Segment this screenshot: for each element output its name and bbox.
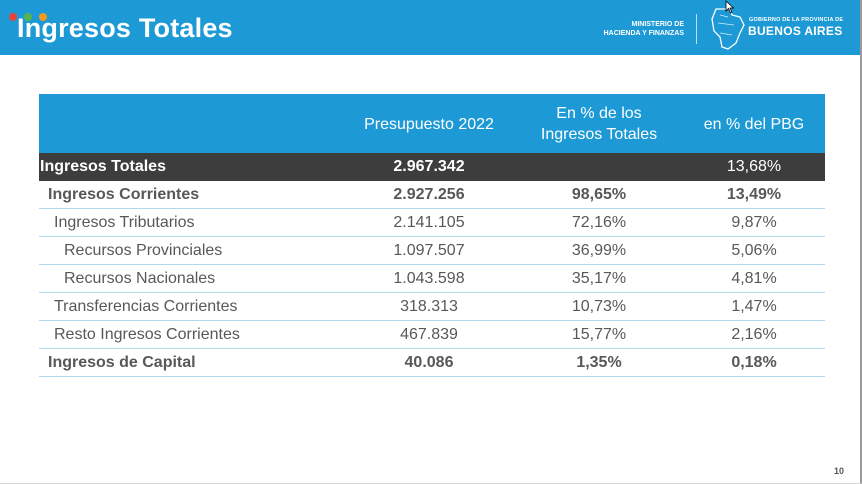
row-pct-pbg: 5,06%: [731, 242, 777, 259]
row-pct-pbg: 0,18%: [731, 354, 777, 371]
row-label: Ingresos Totales: [40, 158, 166, 175]
row-pct-pbg: 1,47%: [731, 298, 777, 315]
table-row: Resto Ingresos Corrientes 467.839 15,77%…: [39, 321, 825, 349]
table-row: Transferencias Corrientes 318.313 10,73%…: [39, 293, 825, 321]
revenue-table: Presupuesto 2022 En % de los Ingresos To…: [39, 94, 825, 377]
table-row: Ingresos Corrientes 2.927.256 98,65% 13,…: [39, 181, 825, 209]
green-dot-icon: [24, 13, 32, 21]
red-dot-icon: [9, 13, 17, 21]
gov-logo-big-text: BUENOS AIRES: [748, 24, 843, 38]
row-pct-pbg: 13,68%: [726, 158, 782, 175]
row-budget: 2.141.105: [393, 214, 465, 231]
row-pct-total: 1,35%: [576, 354, 622, 371]
table-header: Presupuesto 2022 En % de los Ingresos To…: [39, 94, 825, 153]
gov-logo-small-text: GOBIERNO DE LA PROVINCIA DE: [749, 17, 844, 23]
row-pct-total: 10,73%: [571, 298, 627, 315]
table-row: Ingresos Tributarios 2.141.105 72,16% 9,…: [39, 209, 825, 237]
slide-title: Ingresos Totales: [17, 13, 233, 43]
row-pct-pbg: 13,49%: [726, 186, 782, 203]
row-budget: 2.927.256: [393, 186, 465, 203]
row-label: Transferencias Corrientes: [54, 298, 238, 315]
row-budget: 318.313: [400, 298, 458, 315]
table-row-total: Ingresos Totales 2.967.342 13,68%: [39, 153, 825, 181]
table-row: Ingresos de Capital 40.086 1,35% 0,18%: [39, 349, 825, 377]
row-label: Ingresos de Capital: [48, 354, 196, 371]
row-label: Ingresos Corrientes: [48, 186, 200, 203]
province-map-icon: [711, 8, 745, 50]
column-header-pct-total-line-1: En % de los: [556, 105, 642, 122]
table-row: Recursos Nacionales 1.043.598 35,17% 4,8…: [39, 265, 825, 293]
row-budget: 40.086: [404, 354, 454, 371]
row-pct-total: 15,77%: [571, 326, 627, 343]
row-budget: 1.043.598: [393, 270, 465, 287]
row-pct-pbg: 9,87%: [731, 214, 777, 231]
column-header-pct-total-line-2: Ingresos Totales: [540, 126, 658, 143]
row-label: Ingresos Tributarios: [54, 214, 195, 231]
row-pct-pbg: 4,81%: [731, 270, 777, 287]
row-budget: 1.097.507: [393, 242, 465, 259]
row-pct-total: 98,65%: [571, 186, 627, 203]
row-budget: 2.967.342: [393, 158, 465, 175]
ministry-line-1: MINISTERIO DE: [631, 21, 684, 28]
row-pct-total: 72,16%: [571, 214, 627, 231]
ministry-logo-text: MINISTERIO DE HACIENDA Y FINANZAS: [578, 20, 684, 38]
column-header-pct-pbg: en % del PBG: [703, 116, 805, 133]
row-budget: 467.839: [400, 326, 458, 343]
mouse-pointer-icon: [725, 0, 735, 14]
row-label: Recursos Provinciales: [64, 242, 223, 259]
orange-dot-icon: [39, 13, 47, 21]
row-pct-total: 35,17%: [571, 270, 627, 287]
column-header-pct-total: En % de los Ingresos Totales: [519, 103, 679, 145]
ministry-line-2: HACIENDA Y FINANZAS: [603, 30, 684, 37]
logo-divider: [696, 14, 697, 44]
row-pct-pbg: 2,16%: [731, 326, 777, 343]
slide-header: Ingresos Totales MINISTERIO DE HACIENDA …: [0, 0, 860, 55]
row-label: Resto Ingresos Corrientes: [54, 326, 240, 343]
brand-dots: [9, 13, 49, 23]
column-header-budget: Presupuesto 2022: [364, 116, 494, 133]
page-number: 10: [834, 466, 845, 476]
row-label: Recursos Nacionales: [64, 270, 216, 287]
row-pct-total: 36,99%: [571, 242, 627, 259]
table-row: Recursos Provinciales 1.097.507 36,99% 5…: [39, 237, 825, 265]
